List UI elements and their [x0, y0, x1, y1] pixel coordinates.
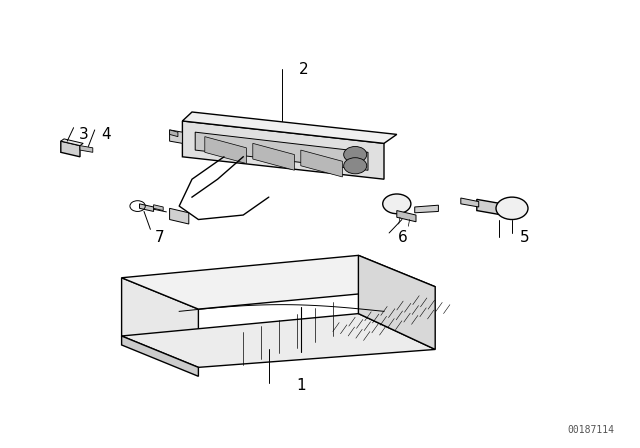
Text: 7: 7 [155, 230, 165, 245]
Polygon shape [205, 137, 246, 164]
Polygon shape [122, 336, 198, 376]
Polygon shape [477, 199, 502, 215]
Polygon shape [415, 205, 438, 213]
Text: 4: 4 [100, 127, 111, 142]
Polygon shape [61, 141, 80, 157]
Text: 3: 3 [78, 127, 88, 142]
Polygon shape [122, 255, 435, 309]
Polygon shape [122, 278, 198, 367]
Circle shape [383, 194, 411, 214]
Polygon shape [195, 132, 368, 170]
Polygon shape [301, 150, 342, 177]
Polygon shape [61, 139, 83, 146]
Polygon shape [253, 143, 294, 170]
Polygon shape [182, 112, 397, 143]
Polygon shape [397, 211, 416, 222]
Polygon shape [461, 198, 479, 207]
Polygon shape [170, 208, 189, 224]
Text: 00187114: 00187114 [568, 425, 614, 435]
Circle shape [344, 146, 367, 163]
Polygon shape [170, 130, 178, 137]
Text: 2: 2 [299, 62, 309, 77]
Circle shape [344, 158, 367, 174]
Polygon shape [170, 130, 182, 143]
Polygon shape [182, 121, 384, 179]
Polygon shape [358, 255, 435, 349]
Polygon shape [80, 146, 93, 152]
Text: 5: 5 [520, 230, 530, 245]
Polygon shape [154, 205, 163, 211]
Circle shape [496, 197, 528, 220]
Polygon shape [140, 204, 154, 211]
Text: 6: 6 [398, 230, 408, 245]
Text: 1: 1 [296, 378, 306, 393]
Polygon shape [122, 314, 435, 367]
